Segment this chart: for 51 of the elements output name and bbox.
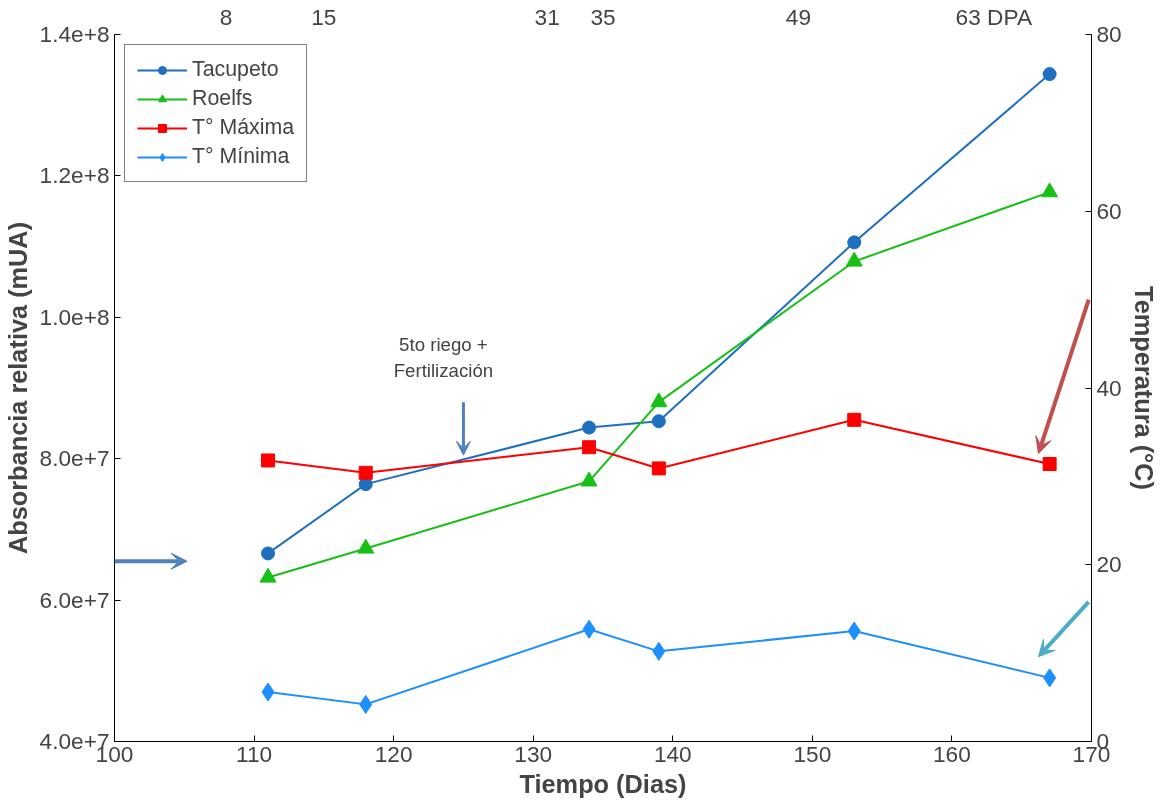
point bbox=[847, 235, 862, 250]
point bbox=[651, 414, 666, 429]
point bbox=[1042, 67, 1057, 82]
y-tick-label: 1.0e+8 bbox=[39, 303, 110, 330]
point bbox=[1043, 668, 1057, 688]
point bbox=[582, 420, 597, 435]
legend-label: Tacupeto bbox=[192, 57, 279, 82]
point bbox=[259, 567, 277, 583]
y-tick-label: 1.4e+8 bbox=[39, 21, 110, 47]
point bbox=[847, 412, 862, 427]
x-tick-label: 110 bbox=[236, 740, 273, 767]
x2-tick-label: 49 bbox=[785, 3, 811, 30]
point bbox=[1041, 182, 1059, 198]
x-tick-label: 150 bbox=[793, 740, 832, 767]
y-tick-label: 8.0e+7 bbox=[39, 445, 110, 472]
x2-tick-label: 8 bbox=[219, 3, 233, 30]
y-tick-label: 6.0e+7 bbox=[39, 586, 110, 613]
x2-tick-label: 63 DPA bbox=[955, 3, 1033, 30]
x2-tick-label: 15 bbox=[311, 3, 337, 30]
x2-tick-label: 35 bbox=[590, 3, 616, 30]
point bbox=[357, 538, 375, 554]
point bbox=[358, 465, 373, 480]
point bbox=[650, 392, 668, 408]
point bbox=[582, 619, 596, 639]
point bbox=[359, 694, 373, 714]
point bbox=[261, 682, 275, 702]
x-tick-label: 160 bbox=[933, 740, 971, 767]
legend-label: T° Mínima bbox=[192, 144, 290, 169]
legend-label: T° Máxima bbox=[192, 115, 295, 140]
y2-tick-label: 40 bbox=[1096, 374, 1122, 401]
annotation: 5to riego + Fertilización bbox=[393, 334, 494, 382]
point bbox=[845, 251, 863, 267]
x-tick-label: 140 bbox=[653, 740, 692, 767]
x-tick-label: 120 bbox=[374, 740, 413, 767]
x2-tick-label: 31 bbox=[534, 3, 560, 30]
point bbox=[580, 471, 598, 487]
y-axis-title: Absorbancia relativa (mUA) bbox=[3, 221, 32, 555]
x-tick-label: 130 bbox=[514, 740, 553, 767]
x-axis-title: Tiempo (Dias) bbox=[519, 769, 687, 798]
point bbox=[652, 641, 666, 661]
y2-tick-label: 80 bbox=[1096, 21, 1122, 47]
y2-tick-label: 60 bbox=[1096, 197, 1122, 224]
point bbox=[582, 440, 597, 455]
point bbox=[1042, 457, 1057, 471]
point bbox=[261, 453, 276, 468]
point bbox=[651, 461, 666, 476]
legend-label: Roelfs bbox=[192, 86, 253, 111]
y2-tick-label: 20 bbox=[1096, 551, 1122, 578]
y2-axis-title: Temperatura (°C) bbox=[1129, 286, 1158, 490]
y-tick-label: 1.2e+8 bbox=[39, 162, 110, 189]
point bbox=[847, 621, 861, 641]
